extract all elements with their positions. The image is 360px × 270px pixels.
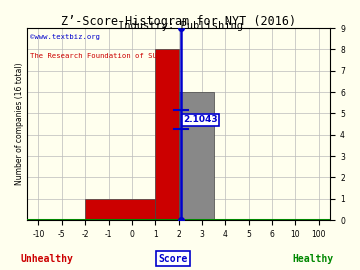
Text: The Research Foundation of SUNY: The Research Foundation of SUNY	[30, 53, 166, 59]
Text: 2.1043: 2.1043	[183, 115, 217, 124]
Text: ©www.textbiz.org: ©www.textbiz.org	[30, 34, 100, 40]
Text: Unhealthy: Unhealthy	[21, 254, 73, 264]
Text: Industry: Publishing: Industry: Publishing	[117, 21, 243, 31]
Text: Healthy: Healthy	[293, 254, 334, 264]
Title: Z’-Score Histogram for NYT (2016): Z’-Score Histogram for NYT (2016)	[61, 15, 296, 28]
Y-axis label: Number of companies (16 total): Number of companies (16 total)	[15, 63, 24, 185]
Bar	[85, 199, 155, 220]
Text: Score: Score	[158, 254, 188, 264]
Bar	[155, 49, 179, 220]
Bar	[179, 92, 213, 220]
